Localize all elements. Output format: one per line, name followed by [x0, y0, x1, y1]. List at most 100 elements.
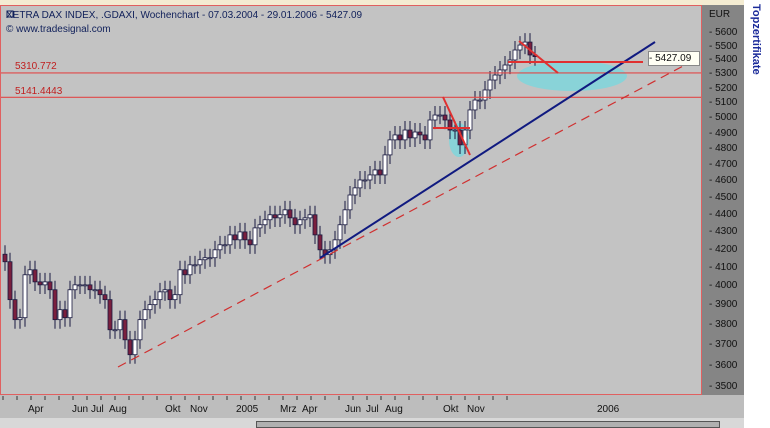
candle [357, 179, 363, 189]
y-tick-label: - 5500 [709, 40, 738, 52]
candle [332, 239, 338, 251]
y-tick-label: - 5400 [709, 54, 738, 66]
candle [302, 217, 308, 221]
candle [227, 234, 233, 246]
chart-icon [6, 10, 14, 18]
candle [442, 114, 448, 121]
x-tick-label: Mrz [280, 404, 297, 415]
candle [517, 44, 523, 51]
y-tick-label: - 3900 [709, 299, 738, 311]
candle [62, 309, 68, 319]
y-tick-label: - 4100 [709, 261, 738, 273]
candle [102, 294, 108, 301]
candle [372, 169, 378, 176]
sidebar-label[interactable]: Topzertifikate [750, 4, 762, 75]
candle [252, 227, 258, 246]
candle [432, 114, 438, 121]
candle [17, 317, 23, 321]
candle [117, 319, 123, 331]
candle [182, 269, 188, 276]
candle [142, 309, 148, 321]
x-tick-label: Aug [385, 404, 403, 415]
candle [172, 294, 178, 301]
candle [427, 119, 433, 141]
candle [382, 154, 388, 176]
last-price: 5427.09 [655, 53, 692, 64]
candle [352, 187, 358, 196]
candle [412, 131, 418, 139]
x-tick-label: 2006 [597, 404, 620, 415]
x-tick-label: Nov [190, 404, 208, 415]
candle [232, 234, 238, 241]
price-axis [702, 5, 744, 398]
candle [362, 179, 368, 182]
candle [167, 289, 173, 301]
candle [132, 339, 138, 356]
y-tick-label: - 4400 [709, 208, 738, 220]
currency-label: EUR [709, 9, 731, 20]
y-tick-label: - 4600 [709, 175, 738, 187]
candle [292, 217, 298, 226]
candle [152, 299, 158, 306]
y-tick-label: - 3600 [709, 359, 738, 371]
candle [482, 89, 488, 101]
candle [127, 339, 133, 356]
x-tick-label: Aug [109, 404, 127, 415]
candle [502, 64, 508, 71]
candle [337, 224, 343, 241]
candle [267, 214, 273, 221]
candle [307, 214, 313, 219]
candle [32, 269, 38, 283]
candle [437, 114, 443, 117]
candle [277, 214, 283, 219]
candle [37, 281, 43, 286]
candle [197, 259, 203, 266]
candle [97, 289, 103, 296]
candle [487, 79, 493, 91]
candle [397, 134, 403, 141]
x-tick-label: Apr [302, 404, 318, 415]
candle [257, 224, 263, 229]
candle [477, 99, 483, 102]
y-tick-label: - 4300 [709, 225, 738, 237]
candle [47, 281, 53, 291]
candle [317, 234, 323, 251]
short-trend-line [442, 96, 471, 156]
candle [187, 264, 193, 276]
candle [112, 329, 118, 332]
y-tick-label: - 3500 [709, 380, 738, 392]
candle [297, 219, 303, 226]
candle [207, 257, 213, 260]
candle [492, 74, 498, 81]
y-tick-label: - 5300 [709, 68, 738, 80]
candle [342, 209, 348, 226]
y-tick-label: - 5000 [709, 112, 738, 124]
candle [157, 291, 163, 301]
x-tick-label: Jul [366, 404, 379, 415]
candle [242, 231, 248, 241]
candle [12, 299, 18, 321]
candle [212, 249, 218, 259]
candle [447, 119, 453, 131]
candle [92, 289, 98, 292]
x-tick-label: Okt [165, 404, 181, 415]
candle [417, 131, 423, 136]
candle [247, 239, 253, 246]
copyright: © www.tradesignal.com [6, 24, 111, 35]
candle [392, 134, 398, 141]
y-tick-label: - 4900 [709, 127, 738, 139]
candle [177, 269, 183, 296]
candle [162, 289, 168, 293]
candle [402, 129, 408, 141]
candle [122, 319, 128, 341]
x-tick-label: Nov [467, 404, 485, 415]
y-tick-label: - 3700 [709, 339, 738, 351]
side-panel [744, 0, 770, 428]
last-price-label: - 5427.09 [648, 51, 700, 66]
candle [7, 261, 13, 301]
candle [387, 139, 393, 156]
candle [2, 253, 8, 263]
time-axis [0, 395, 744, 418]
candle [347, 194, 353, 211]
